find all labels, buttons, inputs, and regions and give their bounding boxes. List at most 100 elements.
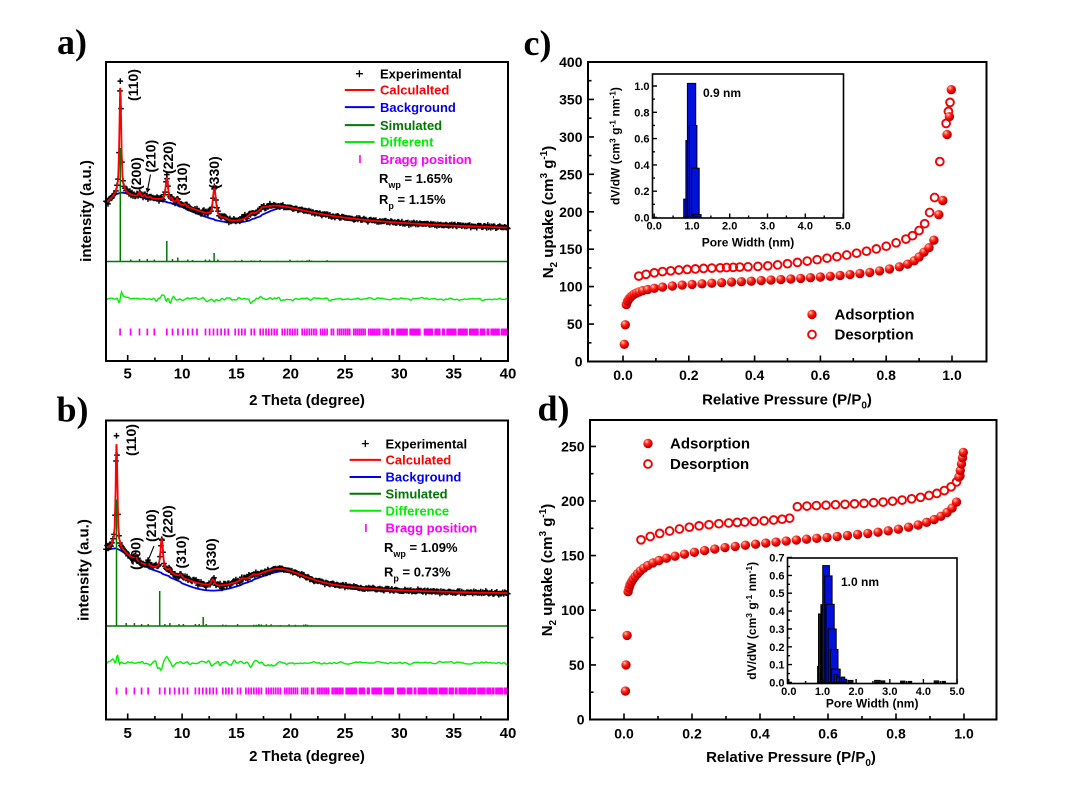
svg-text:25: 25 (337, 725, 354, 742)
svg-text:0.8: 0.8 (634, 107, 649, 119)
svg-text:0.1: 0.1 (769, 660, 784, 672)
svg-text:30: 30 (391, 725, 408, 742)
svg-text:Calculated: Calculated (386, 453, 452, 468)
svg-text:150: 150 (561, 548, 585, 564)
svg-text:dV/dW (cm3 g-1 nm-1): dV/dW (cm3 g-1 nm-1) (608, 87, 623, 205)
svg-text:0.4: 0.4 (745, 367, 765, 383)
svg-text:Desorption: Desorption (835, 327, 914, 344)
svg-text:0.2: 0.2 (769, 642, 784, 654)
svg-text:intensity (a.u.): intensity (a.u.) (78, 160, 95, 262)
svg-text:2.0: 2.0 (722, 221, 737, 233)
svg-text:b): b) (57, 390, 89, 430)
svg-text:intensity (a.u.): intensity (a.u.) (76, 519, 93, 621)
svg-text:1.0: 1.0 (942, 367, 962, 383)
svg-text:Desorption: Desorption (670, 456, 749, 473)
svg-text:(210): (210) (143, 140, 159, 173)
svg-text:0: 0 (575, 354, 583, 370)
svg-text:2.0: 2.0 (848, 686, 863, 698)
svg-text:2 Theta (degree): 2 Theta (degree) (249, 748, 365, 765)
svg-text:5: 5 (124, 366, 132, 383)
svg-text:(200): (200) (128, 537, 144, 570)
svg-text:250: 250 (561, 438, 585, 454)
svg-text:dV/dW (cm3 g-1 nm-1): dV/dW (cm3 g-1 nm-1) (744, 562, 759, 680)
svg-text:Simulated: Simulated (380, 118, 442, 133)
svg-text:1.0: 1.0 (684, 221, 699, 233)
svg-text:(110): (110) (125, 69, 141, 101)
svg-text:0.6: 0.6 (818, 726, 838, 742)
svg-text:0.8: 0.8 (886, 726, 906, 742)
svg-text:0.0: 0.0 (647, 221, 662, 233)
svg-text:0.9 nm: 0.9 nm (703, 86, 741, 100)
svg-text:20: 20 (282, 725, 299, 742)
svg-text:10: 10 (174, 725, 191, 742)
svg-text:(220): (220) (160, 505, 176, 538)
svg-text:400: 400 (559, 54, 583, 70)
svg-text:Rp = 0.73%: Rp = 0.73% (384, 565, 451, 584)
svg-text:0.6: 0.6 (811, 367, 831, 383)
svg-text:Relative Pressure (P/P0): Relative Pressure (P/P0) (706, 749, 876, 769)
svg-text:(310): (310) (173, 536, 189, 569)
svg-text:2 Theta (degree): 2 Theta (degree) (249, 392, 365, 409)
svg-text:150: 150 (559, 241, 583, 257)
svg-text:15: 15 (228, 366, 245, 383)
svg-text:40: 40 (500, 725, 517, 742)
svg-text:0.6: 0.6 (634, 134, 649, 146)
svg-text:0.0: 0.0 (634, 213, 649, 225)
svg-text:c): c) (524, 23, 552, 63)
svg-text:0.0: 0.0 (769, 678, 784, 690)
svg-text:Calculalted: Calculalted (380, 83, 449, 98)
svg-text:0.4: 0.4 (750, 726, 770, 742)
svg-text:40: 40 (500, 366, 517, 383)
svg-text:d): d) (538, 389, 570, 429)
svg-text:100: 100 (561, 602, 585, 618)
svg-text:(200): (200) (128, 157, 144, 190)
svg-text:N2 uptake (cm3 g-1): N2 uptake (cm3 g-1) (538, 504, 559, 637)
svg-text:(310): (310) (174, 163, 190, 196)
svg-text:0.7: 0.7 (769, 553, 784, 565)
svg-text:Simulated: Simulated (386, 486, 448, 501)
svg-text:Adsorption: Adsorption (835, 307, 915, 324)
svg-text:35: 35 (445, 366, 462, 383)
svg-text:Bragg position: Bragg position (380, 152, 472, 167)
svg-text:35: 35 (445, 725, 462, 742)
svg-text:0.3: 0.3 (769, 624, 784, 636)
svg-text:350: 350 (559, 91, 583, 107)
svg-text:0.5: 0.5 (769, 588, 784, 600)
svg-text:0.0: 0.0 (613, 367, 633, 383)
svg-text:a): a) (57, 22, 87, 62)
svg-text:0.6: 0.6 (769, 570, 784, 582)
svg-text:0.2: 0.2 (634, 186, 649, 198)
svg-text:300: 300 (559, 129, 583, 145)
svg-text:5.0: 5.0 (835, 221, 850, 233)
svg-text:3.0: 3.0 (882, 686, 897, 698)
svg-text:(330): (330) (203, 538, 219, 571)
svg-text:15: 15 (228, 725, 245, 742)
svg-text:0.4: 0.4 (634, 160, 650, 172)
svg-text:Different: Different (380, 135, 434, 150)
svg-text:0.2: 0.2 (679, 367, 699, 383)
svg-text:50: 50 (567, 316, 583, 332)
svg-text:0.2: 0.2 (682, 726, 702, 742)
svg-text:Adsorption: Adsorption (670, 436, 750, 453)
svg-text:1.0 nm: 1.0 nm (841, 575, 879, 589)
svg-text:N2 uptake (cm3 g-1): N2 uptake (cm3 g-1) (539, 146, 560, 279)
svg-text:100: 100 (559, 279, 583, 295)
svg-text:20: 20 (282, 366, 299, 383)
svg-text:5: 5 (124, 725, 132, 742)
svg-text:Background: Background (380, 100, 456, 115)
svg-text:5.0: 5.0 (949, 686, 964, 698)
svg-text:10: 10 (174, 366, 191, 383)
svg-text:Pore Width (nm): Pore Width (nm) (826, 697, 919, 711)
svg-text:50: 50 (569, 657, 585, 673)
svg-text:200: 200 (559, 204, 583, 220)
svg-text:0.0: 0.0 (781, 686, 796, 698)
svg-text:(210): (210) (143, 509, 159, 542)
svg-text:1.0: 1.0 (634, 81, 649, 93)
svg-text:(110): (110) (123, 424, 139, 456)
svg-text:25: 25 (337, 366, 354, 383)
svg-text:30: 30 (391, 366, 408, 383)
svg-text:Bragg position: Bragg position (386, 521, 478, 536)
svg-text:Relative Pressure (P/P0): Relative Pressure (P/P0) (702, 392, 872, 412)
svg-text:(220): (220) (160, 141, 176, 174)
svg-text:Background: Background (386, 470, 462, 485)
